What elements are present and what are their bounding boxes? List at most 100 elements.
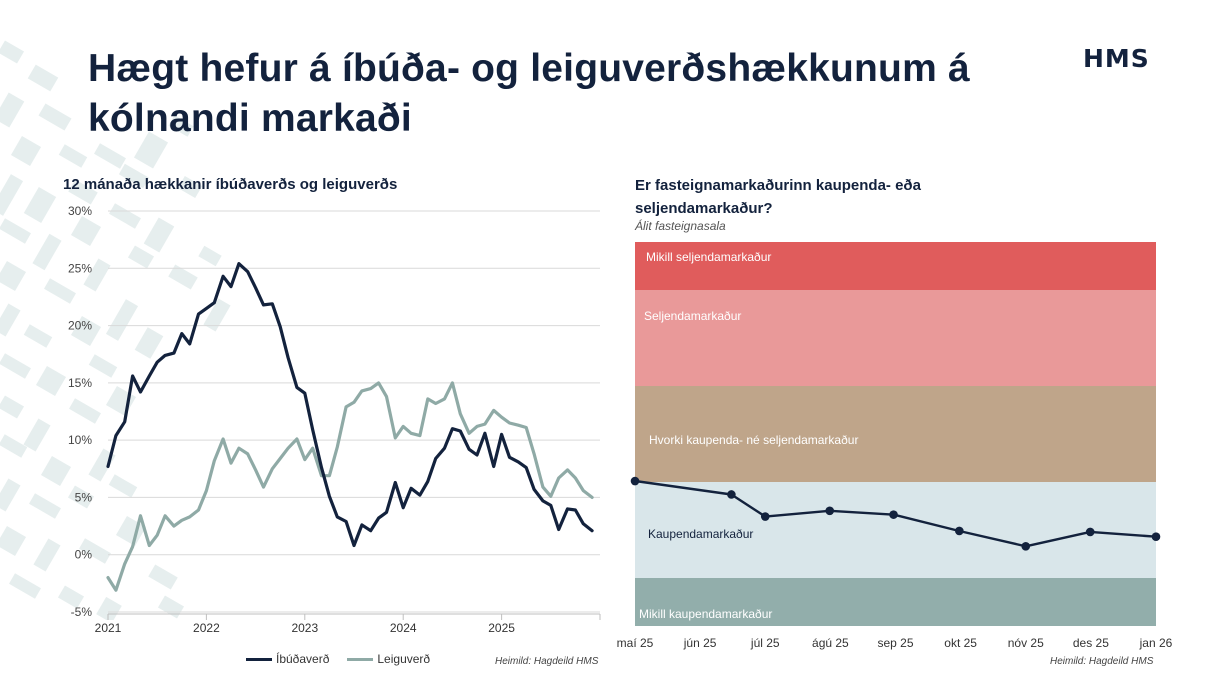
sentiment-point <box>1085 527 1095 537</box>
deco-shape <box>168 264 198 290</box>
x-tick-label: maí 25 <box>617 636 654 650</box>
deco-shape <box>168 115 194 137</box>
sentiment-point <box>1151 532 1161 542</box>
deco-shape <box>0 395 25 419</box>
deco-shape <box>143 217 175 253</box>
sentiment-point <box>889 510 898 519</box>
band-1 <box>635 290 1156 386</box>
series-line-leiguverd <box>106 381 594 592</box>
deco-shape <box>0 218 31 244</box>
right-chart-title: Er fasteignamarkaðurinn kaupenda- eða se… <box>635 177 921 217</box>
deco-shape <box>29 493 61 519</box>
deco-shape <box>88 448 116 482</box>
hms-logo: HMS <box>1083 44 1150 73</box>
deco-shape <box>9 573 41 599</box>
y-tick-label: 30% <box>68 204 92 218</box>
band-label: Hvorki kaupenda- né seljendamarkaður <box>649 433 858 447</box>
deco-shape <box>105 299 139 341</box>
deco-shape <box>57 585 85 609</box>
left-chart-title: 12 mánaða hækkanir íbúðaverðs og leiguve… <box>63 176 398 193</box>
deco-shape <box>0 303 21 337</box>
band-label: Kaupendamarkaður <box>648 527 753 541</box>
y-tick-label: 20% <box>68 319 92 333</box>
band-3 <box>635 482 1156 578</box>
deco-shape <box>0 92 25 128</box>
legend-label-leiguverd: Leiguverð <box>377 652 431 666</box>
x-tick-label: nóv 25 <box>1008 636 1044 650</box>
x-tick-label: jan 26 <box>1139 636 1173 650</box>
x-tick-label: sep 25 <box>877 636 913 650</box>
deco-shape <box>203 298 231 332</box>
y-tick-label: -5% <box>71 605 93 619</box>
deco-shape <box>127 245 155 269</box>
right-chart-subtitle: Álit fasteignasala <box>635 219 726 233</box>
deco-shape <box>44 278 76 304</box>
deco-shape <box>109 203 141 229</box>
deco-shape <box>118 163 150 189</box>
y-tick-label: 0% <box>75 548 93 562</box>
legend-item-ibudaverd: Íbúðaverð <box>246 652 329 666</box>
y-tick-label: 5% <box>75 490 93 504</box>
band-label: Seljendamarkaður <box>644 309 741 323</box>
legend-label-ibudaverd: Íbúðaverð <box>276 652 330 666</box>
y-tick-label: 10% <box>68 433 92 447</box>
deco-shape <box>133 131 169 169</box>
deco-shape <box>0 260 27 292</box>
band-0 <box>635 242 1156 290</box>
price-rent-line-chart: 30% 25% 20% 15% 10% 5% 0% -5%2021 2022 2023 2024 20… <box>68 204 601 635</box>
deco-shape <box>0 478 21 512</box>
deco-shape <box>96 596 122 620</box>
sentiment-point <box>955 526 964 536</box>
deco-shape <box>32 233 62 271</box>
sentiment-point <box>727 490 736 499</box>
x-tick-label: 2022 <box>193 621 220 635</box>
decorative-pattern <box>0 40 231 620</box>
deco-shape <box>148 564 178 590</box>
deco-shape <box>23 187 57 223</box>
deco-shape <box>157 595 185 619</box>
deco-shape <box>177 175 203 199</box>
x-tick-label: okt 25 <box>944 636 977 650</box>
band-4 <box>635 578 1156 626</box>
y-tick-label: 25% <box>68 261 92 275</box>
deco-shape <box>10 135 42 167</box>
deco-shape <box>69 398 101 424</box>
band-label: Mikill kaupendamarkaður <box>639 607 772 621</box>
deco-shape <box>108 474 138 498</box>
deco-shape <box>79 538 111 564</box>
deco-shape <box>38 103 72 131</box>
deco-shape <box>68 179 98 205</box>
x-tick-label: 2021 <box>95 621 122 635</box>
deco-shape <box>58 144 88 168</box>
legend-swatch-leiguverd <box>347 657 374 661</box>
deco-shape <box>70 215 102 247</box>
deco-shape <box>0 40 25 64</box>
deco-shape <box>0 434 28 458</box>
deco-shape <box>0 525 27 557</box>
deco-shape <box>134 327 164 359</box>
market-sentiment-chart: Mikill seljendamarkaður Seljendamarkaður H… <box>617 242 1173 650</box>
deco-shape <box>198 245 222 267</box>
deco-shape <box>23 418 51 452</box>
deco-shape <box>33 538 61 572</box>
x-tick-label: 2024 <box>390 621 417 635</box>
legend-swatch-ibudaverd <box>246 657 272 661</box>
deco-shape <box>40 455 72 487</box>
chart-legend: Íbúðaverð Leiguverð <box>246 652 430 666</box>
deco-shape <box>0 174 24 216</box>
sentiment-point <box>1021 542 1031 551</box>
x-tick-label: 2025 <box>488 621 515 635</box>
deco-shape <box>94 143 126 169</box>
source-note-left: Heimild: Hagdeild HMS <box>495 656 599 667</box>
deco-shape <box>83 258 111 292</box>
x-tick-label: jún 25 <box>683 636 717 650</box>
legend-item-leiguverd: Leiguverð <box>347 652 430 666</box>
x-tick-label: 2023 <box>291 621 318 635</box>
sentiment-point <box>630 476 640 486</box>
deco-shape <box>0 353 31 379</box>
x-tick-label: ágú 25 <box>812 636 849 650</box>
deco-shape <box>35 365 67 397</box>
band-label: Mikill seljendamarkaður <box>646 250 771 264</box>
source-note-right: Heimild: Hagdeild HMS <box>1050 656 1154 667</box>
deco-shape <box>70 315 102 347</box>
